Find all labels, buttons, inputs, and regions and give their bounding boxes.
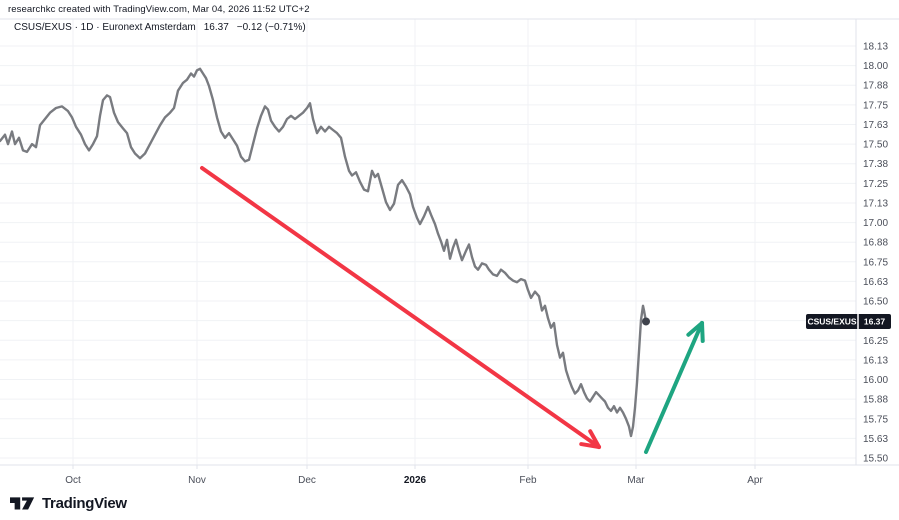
price-tick-label: 15.88 xyxy=(863,395,888,406)
price-tick-label: 16.63 xyxy=(863,277,888,288)
price-tick-label: 17.63 xyxy=(863,120,888,131)
tradingview-logo-text: TradingView xyxy=(42,494,127,512)
grid-layer xyxy=(0,19,856,465)
price-tick-label: 16.88 xyxy=(863,238,888,249)
price-tick-label: 17.00 xyxy=(863,218,888,229)
price-line xyxy=(0,67,648,438)
price-tick-label: 18.13 xyxy=(863,42,888,53)
price-tick-label: 16.75 xyxy=(863,257,888,268)
attribution-text: researchkc created with TradingView.com,… xyxy=(8,4,310,15)
time-tick-label: Oct xyxy=(65,475,81,486)
badge-symbol: CSUS/EXUS xyxy=(807,317,856,327)
price-tick-label: 17.13 xyxy=(863,198,888,209)
time-tick-label: Mar xyxy=(627,475,645,486)
price-tick-label: 15.63 xyxy=(863,434,888,445)
price-tick-label: 17.75 xyxy=(863,100,888,111)
tradingview-logo-icon xyxy=(10,497,35,510)
rebound-arrow-head xyxy=(686,321,704,337)
last-price-dot xyxy=(642,317,650,326)
time-axis: Oct Nov Dec 2026 Feb Mar Apr xyxy=(65,465,763,486)
time-tick-label: Dec xyxy=(298,475,316,486)
rebound-arrow-head xyxy=(700,321,705,343)
price-tick-label: 17.38 xyxy=(863,159,888,170)
price-tick-label: 17.50 xyxy=(863,140,888,151)
time-tick-label: Nov xyxy=(188,475,206,486)
last-price-badge: CSUS/EXUS 16.37 xyxy=(806,313,891,329)
price-series-layer xyxy=(0,67,650,438)
price-tick-label: 16.13 xyxy=(863,355,888,366)
price-tick-label: 17.88 xyxy=(863,81,888,92)
price-axis: 18.13 18.00 17.88 17.75 17.63 17.50 17.38 17.25… xyxy=(863,42,888,465)
time-tick-label: Apr xyxy=(747,475,763,486)
downtrend-arrow-shaft xyxy=(200,166,601,449)
downtrend-arrow xyxy=(200,166,601,449)
symbol-title: CSUS/EXUS · 1D · Euronext Amsterdam xyxy=(14,22,196,33)
price-tick-label: 15.50 xyxy=(863,454,888,465)
downtrend-arrow-head xyxy=(588,429,601,449)
time-tick-label: Feb xyxy=(519,475,537,486)
symbol-info-bar: CSUS/EXUS · 1D · Euronext Amsterdam 16.3… xyxy=(14,22,306,33)
price-tick-label: 17.25 xyxy=(863,179,888,190)
rebound-arrow-shaft xyxy=(644,321,704,454)
downtrend-arrow-head xyxy=(579,442,601,449)
symbol-change: −0.12 (−0.71%) xyxy=(236,22,306,33)
price-tick-label: 16.00 xyxy=(863,375,888,386)
axis-border-layer xyxy=(0,18,899,466)
price-tick-label: 16.25 xyxy=(863,336,888,347)
symbol-last-price: 16.37 xyxy=(203,22,229,33)
rebound-arrow xyxy=(644,321,705,454)
time-tick-label: 2026 xyxy=(404,475,427,486)
price-tick-label: 18.00 xyxy=(863,61,888,72)
annotation-layer xyxy=(200,166,705,454)
price-tick-label: 16.50 xyxy=(863,297,888,308)
tradingview-logo[interactable]: TradingView xyxy=(10,494,127,512)
price-tick-label: 15.75 xyxy=(863,414,888,425)
badge-price: 16.37 xyxy=(864,317,886,327)
badge-background xyxy=(806,313,891,329)
